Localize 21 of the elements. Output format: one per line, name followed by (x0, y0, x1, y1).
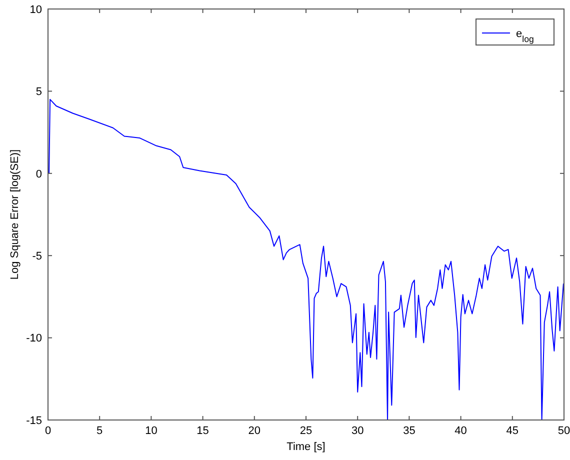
y-axis-title: Log Square Error [log(SE)] (9, 149, 21, 280)
y-tick-label: -5 (32, 250, 42, 262)
y-tick-label: -10 (26, 332, 42, 345)
y-tick-label: 10 (30, 4, 42, 16)
x-tick-label: 5 (96, 425, 103, 437)
y-tick-label: 0 (36, 168, 42, 180)
line-series (48, 98, 564, 420)
x-tick-label: 20 (248, 425, 261, 437)
x-tick-label: 50 (558, 425, 570, 437)
x-tick-label: 30 (351, 425, 364, 437)
x-axis-title: Time [s] (286, 441, 326, 453)
y-tick-label: -15 (26, 414, 42, 427)
x-tick-label: 15 (196, 425, 209, 437)
x-tick-label: 40 (454, 425, 467, 437)
x-tick-label: 10 (145, 425, 158, 437)
x-tick-label: 0 (44, 425, 52, 437)
x-tick-label: 25 (300, 425, 312, 437)
x-tick-label: 45 (506, 425, 519, 437)
x-tick-label: 35 (403, 425, 416, 437)
y-tick-label: 5 (36, 86, 42, 98)
legend-label: e$_{log}$ (516, 28, 534, 44)
